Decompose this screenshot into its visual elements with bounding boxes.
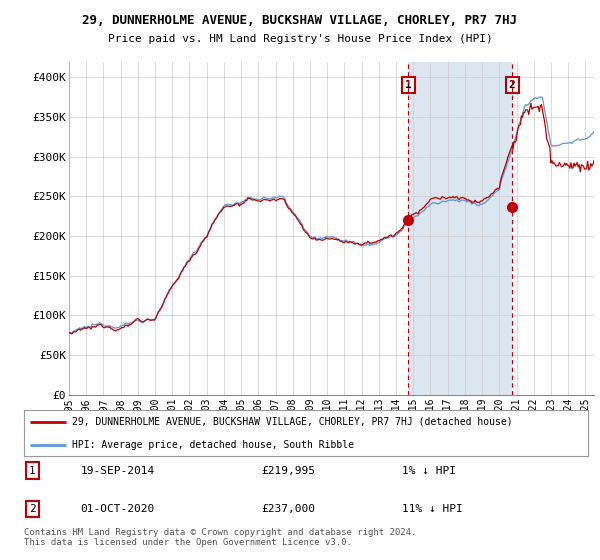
- Text: 29, DUNNERHOLME AVENUE, BUCKSHAW VILLAGE, CHORLEY, PR7 7HJ (detached house): 29, DUNNERHOLME AVENUE, BUCKSHAW VILLAGE…: [72, 417, 512, 427]
- Text: £219,995: £219,995: [261, 466, 315, 476]
- Text: HPI: Average price, detached house, South Ribble: HPI: Average price, detached house, Sout…: [72, 440, 354, 450]
- Text: Price paid vs. HM Land Registry's House Price Index (HPI): Price paid vs. HM Land Registry's House …: [107, 34, 493, 44]
- Text: Contains HM Land Registry data © Crown copyright and database right 2024.
This d: Contains HM Land Registry data © Crown c…: [24, 528, 416, 547]
- Text: 1: 1: [405, 80, 412, 90]
- Text: 01-OCT-2020: 01-OCT-2020: [80, 504, 155, 514]
- Text: £237,000: £237,000: [261, 504, 315, 514]
- Text: 11% ↓ HPI: 11% ↓ HPI: [402, 504, 463, 514]
- Text: 1% ↓ HPI: 1% ↓ HPI: [402, 466, 456, 476]
- Text: 1: 1: [29, 466, 36, 476]
- Text: 19-SEP-2014: 19-SEP-2014: [80, 466, 155, 476]
- Text: 2: 2: [509, 80, 515, 90]
- Text: 2: 2: [29, 504, 36, 514]
- Text: 29, DUNNERHOLME AVENUE, BUCKSHAW VILLAGE, CHORLEY, PR7 7HJ: 29, DUNNERHOLME AVENUE, BUCKSHAW VILLAGE…: [83, 14, 517, 27]
- Bar: [409, 62, 512, 395]
